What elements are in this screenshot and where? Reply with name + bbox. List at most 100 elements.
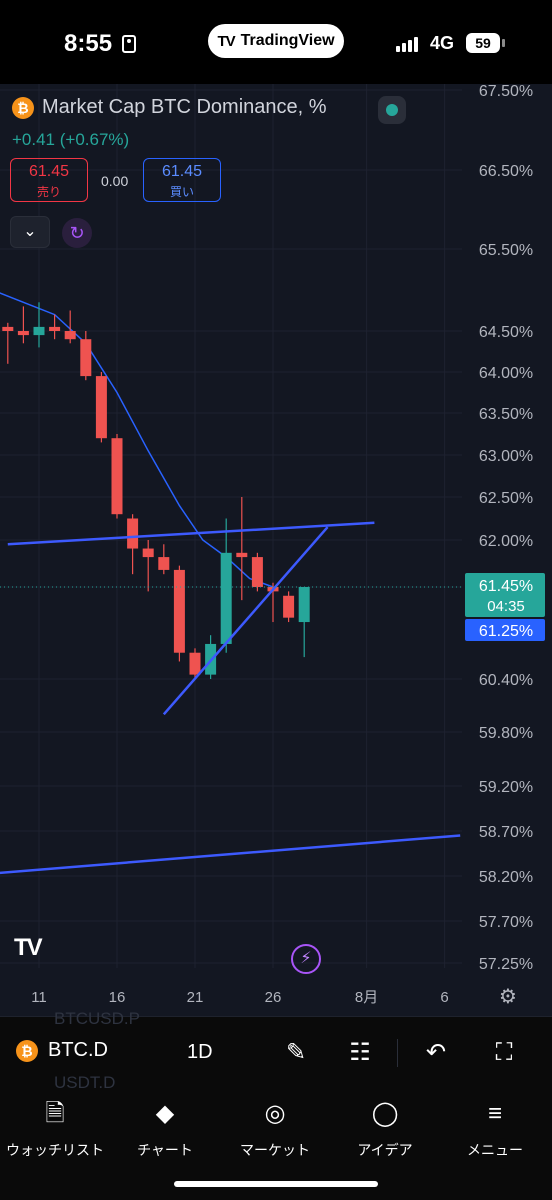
chart-area[interactable]: 11 16 21 26 8月 6 67.50% 66.50% 65.50% 64.50% 64.00… <box>0 84 552 1016</box>
tradingview-logo: TV <box>14 934 43 961</box>
y-tick-label: 59.80% <box>479 725 533 742</box>
candle-body <box>158 557 170 570</box>
chart-title: ₿ Market Cap BTC Dominance, % <box>12 96 327 119</box>
chevron-down-icon[interactable]: ⌄ <box>10 216 50 248</box>
tab-menu[interactable]: ≡ メニュー <box>440 1098 550 1160</box>
y-tick-label: 58.70% <box>479 824 533 841</box>
current-price-tag <box>465 573 545 617</box>
x-tick-label: 16 <box>109 989 126 1006</box>
countdown-label: 04:35 <box>487 598 525 615</box>
tradingview-logo-icon: TV <box>217 32 235 50</box>
y-tick-label: 67.50% <box>479 84 533 100</box>
battery-tip <box>502 39 505 47</box>
buy-label: 買い <box>169 185 194 199</box>
candle-body <box>283 595 295 618</box>
candle-body <box>80 339 92 377</box>
ghost-symbol-top: BTCUSD.P <box>54 1009 140 1028</box>
candle-body <box>251 557 263 587</box>
undo-icon[interactable]: ↶ <box>425 1039 447 1066</box>
buy-price: 61.45 <box>161 163 203 180</box>
y-tick-label: 60.40% <box>479 672 533 689</box>
sell-price: 61.45 <box>28 163 70 180</box>
y-tick-label: 57.70% <box>479 914 533 931</box>
x-tick-label: 21 <box>187 989 204 1006</box>
battery-icon: 59 <box>466 33 500 53</box>
candle-body <box>2 326 14 331</box>
compass-icon: ◎ <box>264 1100 286 1127</box>
candle-body <box>142 548 154 558</box>
x-tick-label: 8月 <box>355 989 378 1006</box>
tab-label: ウォッチリスト <box>6 1142 104 1158</box>
y-tick-label: 63.00% <box>479 448 533 465</box>
tab-label: マーケット <box>240 1142 310 1158</box>
fullscreen-icon[interactable]: ⛶ <box>495 1039 513 1066</box>
pencil-icon[interactable]: ✎ <box>285 1039 307 1066</box>
y-tick-label: 63.50% <box>479 406 533 423</box>
x-tick-label: 11 <box>31 989 47 1006</box>
live-dot <box>378 96 406 124</box>
price-chart[interactable]: 11 16 21 26 8月 6 67.50% 66.50% 65.50% 64.50% 64.00… <box>0 84 552 1016</box>
ghost-symbol-bottom: USDT.D <box>54 1073 116 1092</box>
tab-label: チャート <box>137 1142 193 1158</box>
y-tick-label: 59.20% <box>479 779 533 796</box>
lightning-icon[interactable]: ⚡ <box>291 944 321 974</box>
candle-body <box>33 326 45 336</box>
tab-chart[interactable]: ◆ チャート <box>110 1098 220 1160</box>
tab-label: メニュー <box>467 1142 523 1158</box>
chart-toolbar: BTCUSD.P USDT.D ₿ BTC.D 1D ✎ ☷ ↶ ⛶ <box>0 1009 552 1092</box>
candle-body <box>189 652 201 675</box>
secondary-price-label: 61.25% <box>479 623 533 640</box>
secondary-price-tag <box>465 619 545 641</box>
trendline <box>162 526 329 716</box>
y-tick-label: 58.20% <box>479 869 533 886</box>
chart-title-text: Market Cap BTC Dominance, % <box>42 96 327 118</box>
app-pill-label: TradingView <box>240 32 335 49</box>
candle-body <box>17 331 29 336</box>
candle-body <box>95 376 107 439</box>
spread-value: 0.00 <box>101 173 129 189</box>
current-price-label: 61.45% <box>479 578 533 595</box>
toolbar-divider <box>397 1039 398 1067</box>
tab-markets[interactable]: ◎ マーケット <box>220 1098 330 1160</box>
candles-icon: ◆ <box>155 1100 175 1127</box>
tab-label: アイデア <box>357 1142 413 1158</box>
price-change: +0.41 (+0.67%) <box>12 130 130 149</box>
sliders-icon[interactable]: ☷ <box>349 1039 371 1066</box>
x-tick-label: 6 <box>440 989 448 1006</box>
watchlist-icon: 🗎 <box>45 1100 65 1127</box>
sell-button[interactable]: 61.45 売り <box>10 158 88 202</box>
interval-selector[interactable]: 1D <box>187 1041 213 1063</box>
sync-icon[interactable]: ↻ <box>62 218 92 248</box>
y-tick-label: 62.00% <box>479 533 533 550</box>
bitcoin-icon: ₿ <box>16 1039 38 1062</box>
y-tick-label: 64.00% <box>479 365 533 382</box>
tab-watchlist[interactable]: 🗎 ウォッチリスト <box>0 1098 110 1160</box>
lightbulb-icon: ◯ <box>371 1100 399 1127</box>
sell-label: 売り <box>36 185 61 199</box>
home-indicator <box>174 1181 378 1187</box>
x-tick-label: 26 <box>265 989 282 1006</box>
candle-body <box>298 587 310 623</box>
trendline <box>0 834 461 875</box>
y-tick-label: 57.25% <box>479 956 533 973</box>
clock: 8:55 <box>64 30 113 57</box>
gear-icon[interactable]: ⚙ <box>499 986 517 1008</box>
y-tick-label: 66.50% <box>479 163 533 180</box>
symbol-label: BTC.D <box>48 1039 108 1061</box>
network-type: 4G <box>430 33 455 53</box>
buy-button[interactable]: 61.45 買い <box>143 158 221 202</box>
signal-icon <box>396 36 422 52</box>
candle-body <box>111 438 123 515</box>
y-tick-label: 64.50% <box>479 324 533 341</box>
tab-ideas[interactable]: ◯ アイデア <box>330 1098 440 1160</box>
tradingview-pill[interactable]: TV TradingView <box>208 24 344 58</box>
trendline <box>7 521 375 546</box>
symbol-selector[interactable]: ₿ BTC.D <box>16 1039 108 1062</box>
candle-body <box>49 326 61 331</box>
y-tick-label: 65.50% <box>479 242 533 259</box>
bitcoin-icon: ₿ <box>12 96 34 119</box>
person-icon <box>122 35 136 53</box>
menu-icon: ≡ <box>487 1100 502 1127</box>
candle-body <box>220 552 232 644</box>
candle-body <box>64 331 76 340</box>
